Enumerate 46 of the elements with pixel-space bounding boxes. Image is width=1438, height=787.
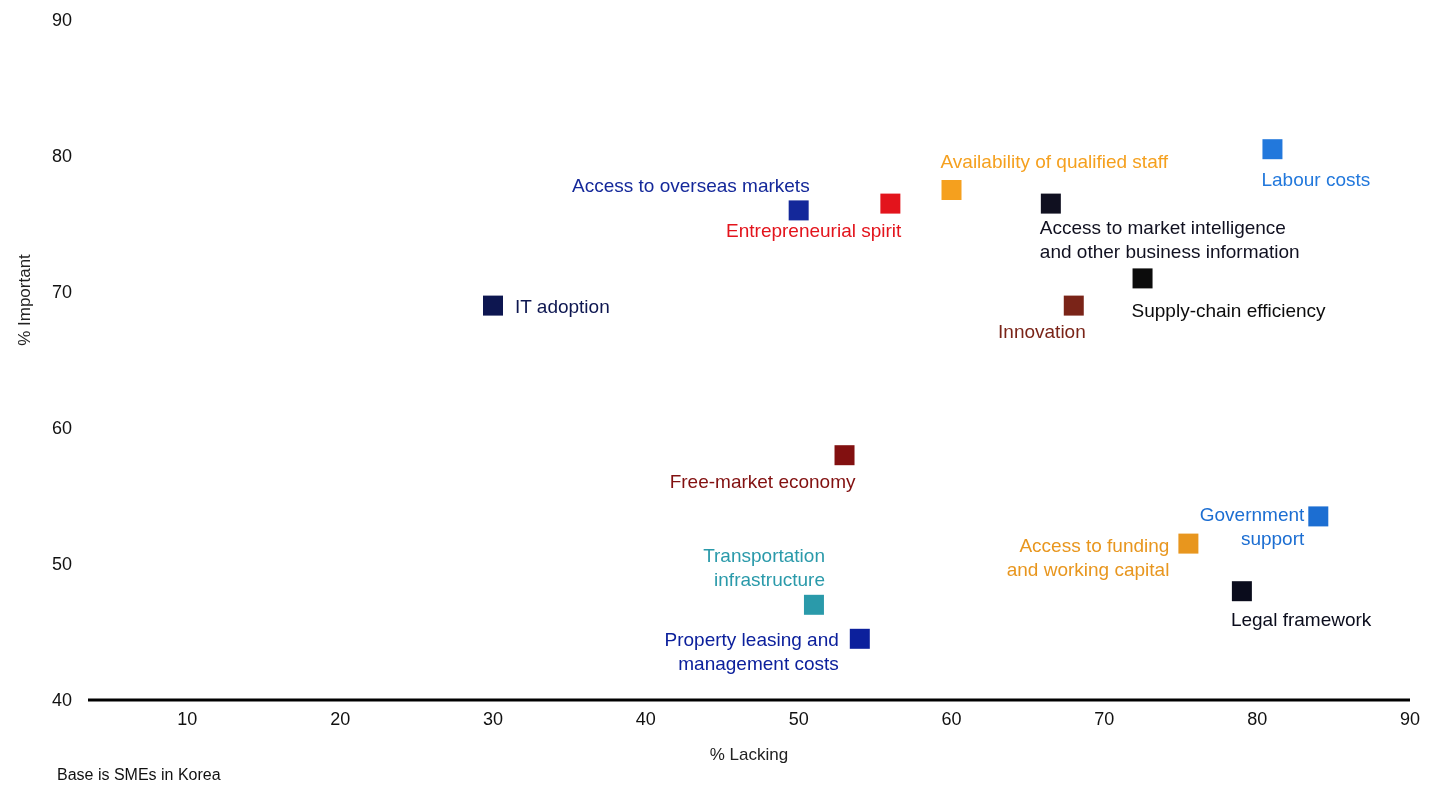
y-tick-label: 70 [51,282,72,303]
point [483,295,504,316]
y-tick-label: 60 [51,418,72,439]
series-label: Labour costs [1261,168,1371,190]
y-tick-label: 40 [51,690,72,711]
point [880,193,901,214]
point [1308,506,1329,527]
point [1063,295,1084,316]
series-label: Innovation [998,320,1086,342]
series-label: Legal framework [1230,608,1372,630]
series-label: Access to market intelligence and other business information [1039,216,1300,262]
series-label: Entrepreneurial spirit [726,219,903,241]
x-tick-label: 50 [788,708,809,729]
series-label: Availability of qualified staff [940,150,1169,172]
x-tick-label: 40 [635,708,656,729]
series-label: Free-market economy [669,470,857,492]
series-label: Transportation infrastructure [703,544,825,590]
series-label: Government support [1199,503,1306,549]
x-tick-label: 90 [1399,708,1421,729]
x-tick-label: 30 [482,708,504,729]
x-tick-label: 60 [941,708,962,729]
series-label: Access to funding and working capital [1006,534,1170,580]
point [849,628,870,649]
series-label: IT adoption [515,295,610,317]
y-tick-label: 80 [51,146,72,167]
x-axis-title: % Lacking [709,745,789,764]
x-tick-label: 10 [177,708,198,729]
point [1231,581,1252,602]
x-tick-label: 70 [1094,708,1115,729]
point [803,594,824,615]
point [1262,139,1283,160]
point [1132,268,1153,289]
y-axis-title: % Important [14,253,34,346]
point [788,200,809,221]
point [1178,533,1199,554]
x-tick-label: 80 [1247,708,1268,729]
y-tick-label: 90 [51,10,72,31]
series-label: Access to overseas markets [572,174,810,196]
point [834,445,855,466]
point [1040,193,1061,214]
series-label: Property leasing and management costs [664,628,839,674]
text: Base is SMEs in Korea [57,766,221,784]
point [941,180,962,200]
series-label: Supply-chain efficiency [1131,299,1327,321]
y-tick-label: 50 [51,554,72,575]
x-tick-label: 20 [330,708,351,729]
